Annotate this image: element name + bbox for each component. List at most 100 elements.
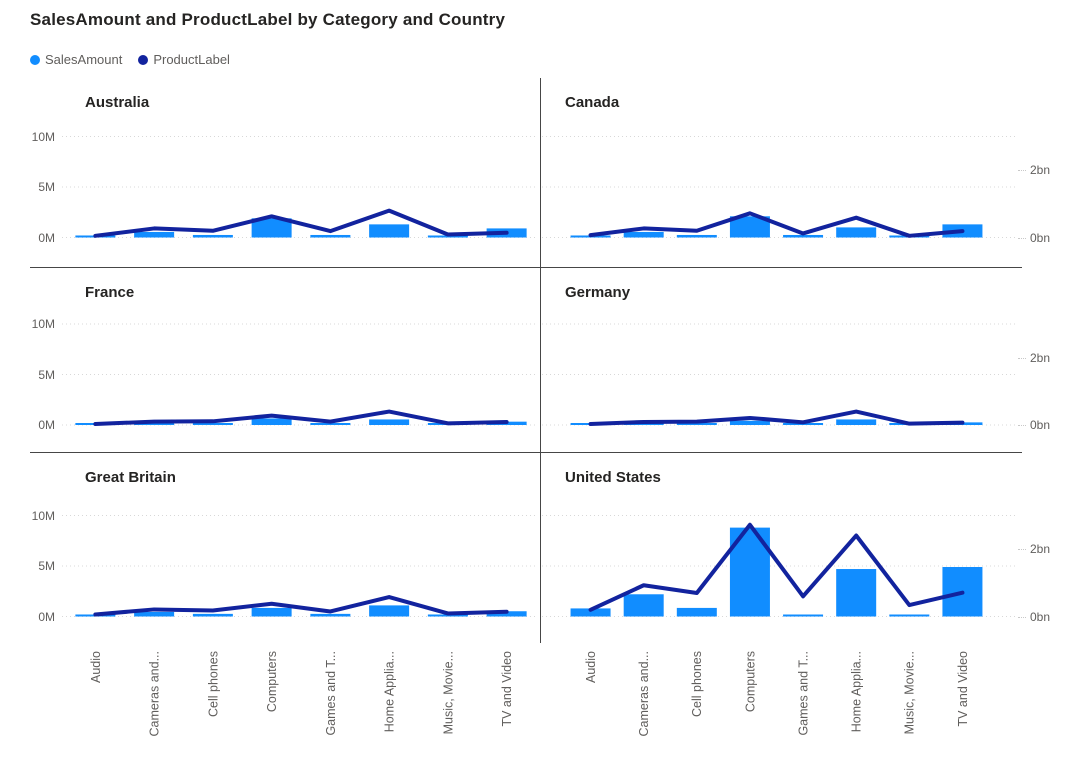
bar-cell-phones[interactable]: [676, 423, 717, 425]
panel-divider-horizontal: [30, 452, 1022, 453]
x-axis-label-music-movie-: Music, Movie...: [441, 651, 455, 734]
panel-title-great-britain: Great Britain: [85, 469, 176, 486]
legend-item-salesamount[interactable]: SalesAmount: [30, 52, 122, 67]
panel-title-canada: Canada: [565, 94, 620, 111]
bar-computers[interactable]: [251, 218, 292, 238]
y2-axis-tick-2bn: 2bn: [1030, 542, 1051, 557]
panel-title-germany: Germany: [565, 284, 631, 301]
x-axis-label-music-movie-: Music, Movie...: [903, 651, 917, 734]
bar-games-and-t-[interactable]: [783, 234, 824, 238]
legend: SalesAmount ProductLabel: [30, 52, 230, 67]
y2-axis-tick-2bn: 2bn: [1030, 163, 1051, 178]
x-axis-label-cameras-and-: Cameras and...: [148, 651, 162, 736]
y-axis-tick-10M: 10M: [31, 508, 55, 523]
y-axis-tick-10M: 10M: [31, 317, 55, 331]
x-axis-label-games-and-t-: Games and T...: [796, 651, 810, 736]
x-axis-label-tv-and-video: TV and Video: [956, 651, 970, 727]
x-axis-label-computers: Computers: [743, 651, 757, 712]
panel-australia: Australia: [60, 78, 540, 268]
y2-axis-tick-2bn: 2bn: [1030, 350, 1051, 365]
plot-canada: [542, 136, 1018, 238]
plot-germany: [542, 323, 1018, 426]
bar-cameras-and-[interactable]: [623, 231, 664, 238]
x-axis-label-computers: Computers: [265, 651, 279, 712]
bar-games-and-t-[interactable]: [310, 423, 351, 425]
x-axis-label-cell-phones: Cell phones: [206, 651, 220, 717]
bar-cell-phones[interactable]: [192, 613, 233, 617]
y2-axis-tick-mark: [1018, 549, 1026, 551]
bar-computers[interactable]: [251, 607, 292, 617]
y-axis-tick-5M: 5M: [38, 180, 55, 194]
y-axis-tick-0M: 0M: [38, 230, 55, 245]
bar-music-movie-[interactable]: [427, 235, 468, 238]
bar-home-applia-[interactable]: [369, 419, 410, 425]
panel-divider-vertical: [540, 78, 541, 643]
panel-title-australia: Australia: [85, 94, 150, 111]
bar-tv-and-video[interactable]: [486, 611, 527, 617]
x-axis-label-audio: Audio: [584, 651, 598, 683]
panel-divider-horizontal: [30, 267, 1022, 268]
panel-united-states: United States: [540, 453, 1020, 643]
y2-axis-tick-mark: [1018, 170, 1026, 172]
legend-label-productlabel: ProductLabel: [153, 52, 230, 67]
x-axis-label-home-applia-: Home Applia...: [850, 651, 864, 732]
y2-axis-tick-mark: [1018, 357, 1026, 359]
bar-audio[interactable]: [570, 608, 611, 617]
line-productlabel[interactable]: [93, 409, 509, 426]
panel-title-united-states: United States: [565, 469, 661, 486]
y-axis-tick-5M: 5M: [38, 559, 55, 573]
bar-games-and-t-[interactable]: [783, 614, 824, 617]
bar-games-and-t-[interactable]: [310, 234, 351, 238]
plot-united-states: [542, 515, 1018, 617]
x-axis-label-home-applia-: Home Applia...: [383, 651, 397, 732]
x-axis-label-games-and-t-: Games and T...: [324, 651, 338, 736]
panel-title-france: France: [85, 284, 135, 301]
bar-games-and-t-[interactable]: [310, 613, 351, 617]
y2-axis-tick-mark: [1018, 237, 1026, 239]
y-axis-tick-0M: 0M: [38, 418, 55, 432]
plot-australia: [62, 136, 538, 238]
bar-cell-phones[interactable]: [192, 422, 233, 425]
x-axis-label-tv-and-video: TV and Video: [500, 651, 514, 727]
page-title: SalesAmount and ProductLabel by Category…: [30, 10, 506, 29]
bar-computers[interactable]: [729, 216, 770, 238]
x-axis-label-cell-phones: Cell phones: [690, 651, 704, 717]
y2-axis-tick-0bn: 0bn: [1030, 418, 1051, 432]
x-axis-label-cameras-and-: Cameras and...: [637, 651, 651, 736]
panel-great-britain: Great Britain: [60, 453, 540, 643]
bar-home-applia-[interactable]: [836, 569, 877, 617]
bar-cameras-and-[interactable]: [134, 231, 175, 238]
x-axis: Audio Cameras and... Cell phones Computers G…: [89, 651, 970, 737]
bar-cell-phones[interactable]: [192, 234, 233, 238]
bar-home-applia-[interactable]: [836, 227, 877, 238]
bar-computers[interactable]: [729, 420, 770, 425]
y2-axis-tick-0bn: 0bn: [1030, 230, 1051, 245]
panel-france: France: [60, 268, 540, 453]
bar-cell-phones[interactable]: [676, 607, 717, 617]
legend-label-salesamount: SalesAmount: [45, 52, 123, 67]
bar-computers[interactable]: [251, 418, 292, 425]
line-productlabel[interactable]: [588, 522, 965, 612]
y-axis-tick-0M: 0M: [38, 609, 55, 624]
panel-germany: Germany: [540, 268, 1020, 453]
line-productlabel[interactable]: [588, 211, 965, 238]
legend-item-productlabel[interactable]: ProductLabel: [138, 52, 230, 67]
y2-axis-tick-0bn: 0bn: [1030, 609, 1051, 624]
line-productlabel[interactable]: [93, 595, 509, 617]
x-axis-label-audio: Audio: [89, 651, 103, 683]
bar-cell-phones[interactable]: [676, 234, 717, 238]
bar-music-movie-[interactable]: [427, 614, 468, 617]
bar-music-movie-[interactable]: [889, 614, 930, 617]
bar-cameras-and-[interactable]: [623, 594, 664, 617]
line-productlabel[interactable]: [93, 208, 509, 238]
bar-cameras-and-[interactable]: [134, 611, 175, 617]
panel-canada: Canada: [540, 78, 1020, 268]
bar-home-applia-[interactable]: [836, 419, 877, 425]
y2-axis-tick-mark: [1018, 425, 1026, 426]
bar-home-applia-[interactable]: [369, 224, 410, 238]
plot-great-britain: [62, 515, 538, 617]
plot-france: [62, 323, 538, 426]
bar-home-applia-[interactable]: [369, 605, 410, 617]
line-productlabel[interactable]: [588, 409, 965, 426]
